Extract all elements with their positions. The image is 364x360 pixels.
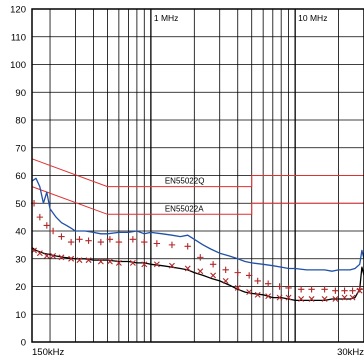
- x-tick-label: 30kHz: [337, 347, 364, 358]
- x-tick-label: 1 MHz: [154, 13, 179, 23]
- x-tick-label: 10 MHz: [298, 13, 327, 23]
- cross-marker: [308, 296, 315, 302]
- plus-marker: [197, 254, 204, 261]
- cross-marker: [285, 294, 292, 301]
- plus-marker: [184, 243, 191, 250]
- y-axis: 0 10 20 30 40 50 60 70 80 90 100 110 120: [10, 5, 26, 349]
- plus-marker: [341, 287, 348, 294]
- plot-frame: [31, 8, 364, 343]
- cross-marker: [50, 253, 57, 259]
- cross-marker: [115, 259, 122, 266]
- cross-marker: [246, 289, 253, 295]
- cross-marker: [43, 253, 50, 259]
- cross-marker: [68, 255, 75, 262]
- plus-marker: [321, 286, 328, 293]
- plus-marker: [97, 238, 105, 246]
- y-tick-label: 0: [21, 338, 26, 349]
- x-tick-label: 150kHz: [32, 347, 64, 358]
- plus-marker: [43, 222, 51, 229]
- y-tick-label: 20: [15, 282, 26, 293]
- cross-marker: [129, 259, 136, 266]
- y-tick-label: 80: [15, 116, 26, 127]
- cross-marker: [36, 250, 43, 257]
- y-tick-label: 120: [10, 5, 26, 16]
- cross-marker: [210, 272, 217, 279]
- plus-marker: [115, 238, 123, 246]
- cross-marker: [265, 293, 272, 300]
- plus-marker: [153, 240, 161, 247]
- plus-marker: [245, 272, 253, 279]
- cross-marker: [184, 265, 191, 272]
- plus-marker: [297, 286, 305, 293]
- plus-marker: [276, 283, 283, 290]
- cross-marker: [298, 296, 305, 302]
- plus-marker: [254, 277, 261, 285]
- series-line: [31, 177, 364, 272]
- cross-marker: [97, 258, 104, 265]
- limit-label: EN55022Q: [165, 177, 205, 186]
- cross-marker: [332, 296, 339, 302]
- y-tick-label: 10: [15, 310, 26, 321]
- y-tick-label: 100: [10, 60, 26, 71]
- y-tick-label: 50: [15, 199, 26, 210]
- plus-marker: [356, 286, 363, 293]
- plus-marker: [76, 236, 83, 243]
- y-tick-label: 110: [11, 32, 26, 43]
- cross-marker: [276, 294, 283, 301]
- cross-marker: [141, 261, 148, 268]
- y-tick-label: 30: [15, 254, 26, 265]
- cross-marker: [197, 268, 204, 275]
- cross-marker: [356, 287, 363, 294]
- limit-lines: EN55022Q EN55022A: [31, 158, 364, 215]
- y-tick-label: 60: [15, 171, 26, 182]
- y-tick-label: 90: [15, 88, 26, 99]
- plus-marker: [85, 237, 92, 244]
- series-line: [31, 247, 364, 302]
- cross-marker: [58, 254, 65, 261]
- x-axis: 150kHz 1 MHz 10 MHz 30kHz: [32, 13, 364, 358]
- plus-marker: [332, 287, 339, 294]
- plus-marker: [36, 213, 44, 221]
- y-tick-label: 40: [15, 227, 26, 238]
- cross-marker: [321, 296, 328, 302]
- plus-marker: [209, 261, 217, 268]
- plus-marker: [222, 266, 229, 274]
- plus-marker: [285, 284, 292, 292]
- limit-line: [31, 186, 364, 215]
- plus-marker: [168, 241, 176, 249]
- cross-marker: [349, 294, 356, 301]
- plus-marker: [349, 287, 356, 294]
- cross-marker: [341, 294, 348, 301]
- cross-marker: [254, 291, 261, 298]
- cross-marker: [169, 262, 175, 269]
- plus-marker: [67, 238, 75, 246]
- plus-marker: [234, 269, 241, 276]
- plus-marker: [58, 233, 65, 240]
- cross-marker: [85, 257, 92, 264]
- plus-marker: [264, 280, 272, 287]
- plus-marker: [141, 238, 148, 246]
- cross-marker: [153, 261, 160, 268]
- limit-line: [31, 158, 364, 188]
- plus-marker: [308, 286, 315, 293]
- cross-marker: [222, 278, 229, 284]
- plus-marker: [106, 236, 114, 243]
- limit-label: EN55022A: [165, 204, 204, 213]
- cross-marker: [234, 284, 241, 291]
- series-group: [30, 177, 364, 302]
- plus-marker: [129, 236, 137, 243]
- y-tick-label: 70: [15, 143, 26, 154]
- cross-marker: [106, 258, 113, 265]
- plus-marker: [49, 227, 57, 235]
- cross-marker: [76, 257, 83, 264]
